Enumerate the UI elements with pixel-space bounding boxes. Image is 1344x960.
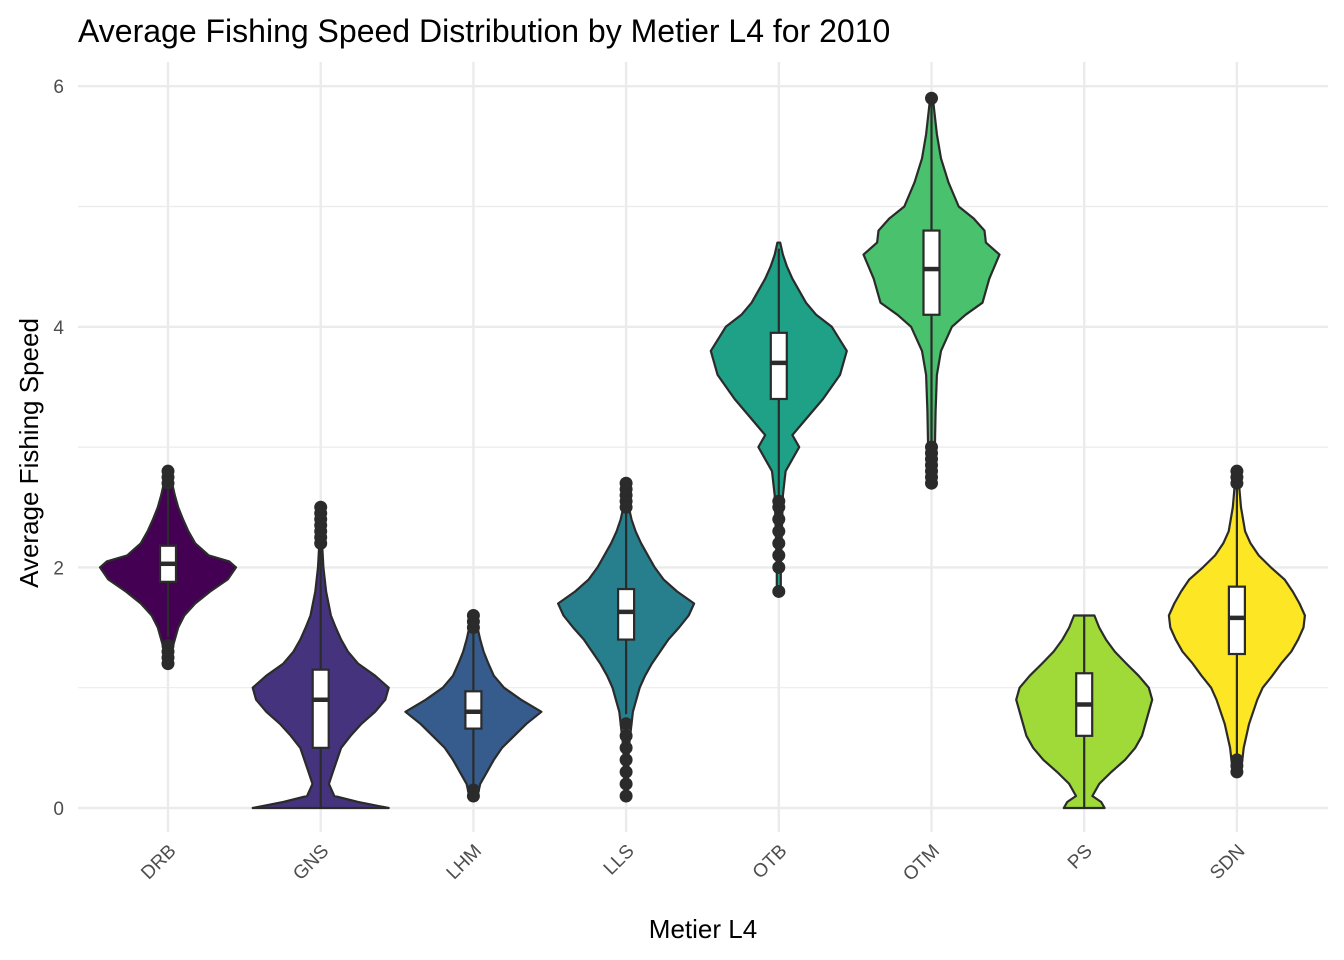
outlier-point xyxy=(466,609,480,623)
x-tick-labels: DRB GNS LHM LLS OTB OTM PS SDN xyxy=(137,841,1249,886)
box xyxy=(922,229,941,316)
violin-group-lhm xyxy=(404,609,543,803)
outlier-point xyxy=(772,524,786,538)
x-tick-label: OTB xyxy=(749,841,791,883)
box xyxy=(1227,585,1247,656)
outlier-point xyxy=(619,741,633,755)
outlier-point xyxy=(772,548,786,562)
outlier-point xyxy=(619,729,633,743)
outlier-point xyxy=(619,765,633,779)
x-axis-title: Metier L4 xyxy=(649,914,757,944)
violin-group-ps xyxy=(1015,614,1154,810)
outlier-point xyxy=(619,476,633,490)
y-axis-title: Average Fishing Speed xyxy=(14,318,44,588)
outlier-point xyxy=(772,512,786,526)
violin-group-otb xyxy=(709,241,848,598)
violin-group-otm xyxy=(862,91,1001,490)
x-tick-label: LHM xyxy=(443,841,486,884)
outlier-point xyxy=(619,753,633,767)
outlier-point xyxy=(619,777,633,791)
outlier-point xyxy=(161,639,175,653)
outlier-point xyxy=(619,789,633,803)
box xyxy=(616,587,636,641)
violin-group-sdn xyxy=(1167,464,1306,779)
x-tick-label: OTM xyxy=(899,841,944,886)
x-tick-label: PS xyxy=(1064,841,1097,874)
outlier-point xyxy=(772,584,786,598)
y-tick-labels: 0 2 4 6 xyxy=(53,77,64,820)
violin-group-gns xyxy=(251,500,390,810)
outlier-point xyxy=(772,536,786,550)
violins xyxy=(98,91,1306,810)
outlier-point xyxy=(925,91,938,105)
violin-group-drb xyxy=(98,464,238,671)
outlier-point xyxy=(1230,464,1244,478)
outlier-point xyxy=(619,717,633,731)
chart-title: Average Fishing Speed Distribution by Me… xyxy=(78,13,890,49)
violin-group-lls xyxy=(557,476,696,803)
x-tick-label: LLS xyxy=(600,841,639,880)
box xyxy=(311,668,330,749)
outlier-point xyxy=(466,783,480,797)
y-tick-label: 0 xyxy=(53,799,64,820)
box xyxy=(769,331,788,401)
y-tick-label: 4 xyxy=(53,318,64,339)
y-tick-label: 6 xyxy=(53,77,64,98)
outlier-point xyxy=(925,440,938,454)
outlier-point xyxy=(314,500,328,514)
outlier-point xyxy=(1230,753,1244,767)
x-tick-label: SDN xyxy=(1206,841,1249,884)
y-tick-label: 2 xyxy=(53,558,64,579)
x-tick-label: DRB xyxy=(137,841,180,884)
outlier-point xyxy=(772,560,786,574)
outlier-point xyxy=(772,494,786,508)
outlier-point xyxy=(161,464,175,478)
x-tick-label: GNS xyxy=(289,841,333,885)
